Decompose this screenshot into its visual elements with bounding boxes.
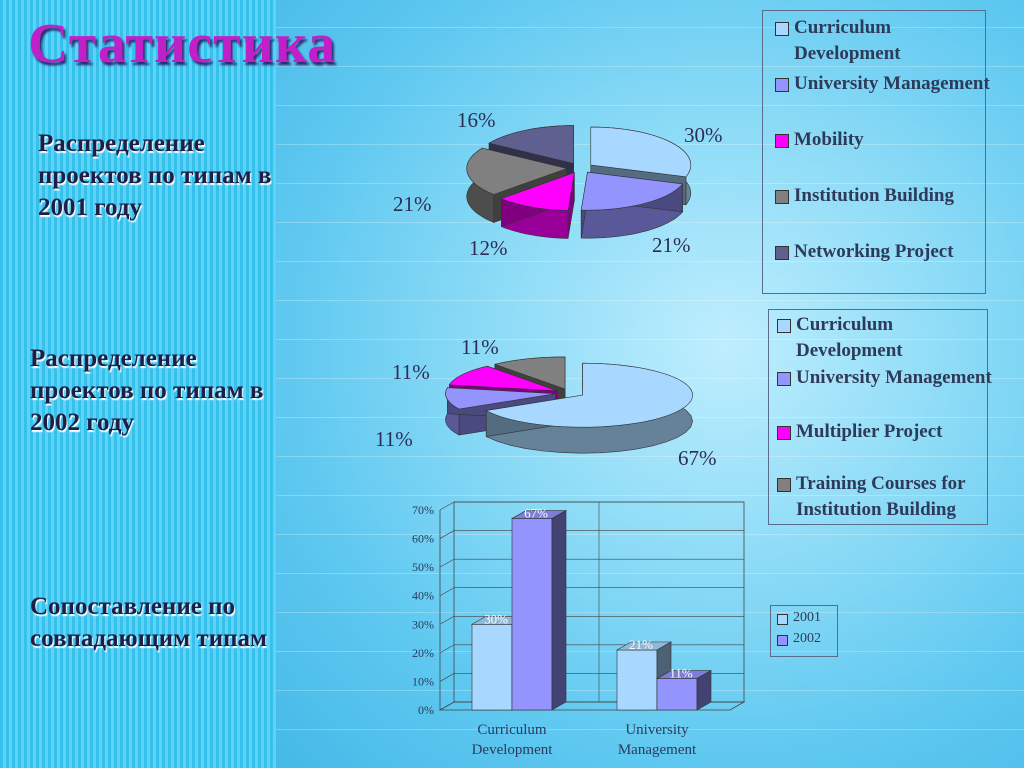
slide-title: Статистика bbox=[28, 13, 337, 75]
bar-value-label: 30% bbox=[484, 611, 508, 626]
y-tick-label: 20% bbox=[412, 646, 434, 660]
legend-swatch-networking bbox=[775, 246, 789, 260]
y-tick-label: 10% bbox=[412, 674, 434, 688]
legend-item-2002: 2002 bbox=[793, 631, 821, 646]
legend-swatch-curriculum bbox=[775, 22, 789, 36]
legend-item-institution: Institution Building bbox=[794, 185, 954, 206]
gridline-side bbox=[439, 644, 455, 654]
pie-slice-curriculum-development bbox=[590, 126, 692, 178]
y-tick-label: 40% bbox=[412, 589, 434, 603]
legend-item-management: University Management bbox=[796, 367, 992, 388]
legend-item-2001: 2001 bbox=[793, 610, 821, 625]
striped-background-panel bbox=[0, 0, 280, 768]
legend-2001: Curriculum Development University Manage… bbox=[762, 10, 990, 294]
legend-item-curriculum: Curriculum Development bbox=[796, 314, 903, 361]
bar-value-label: 67% bbox=[524, 506, 548, 521]
gridline-side bbox=[439, 587, 455, 596]
legend-swatch-management bbox=[775, 78, 789, 92]
gridline-side bbox=[439, 673, 455, 682]
legend-item-networking: Networking Project bbox=[794, 241, 954, 262]
y-tick-label: 60% bbox=[412, 532, 434, 546]
y-tick-label: 70% bbox=[412, 503, 434, 517]
legend-swatch-institution bbox=[775, 190, 789, 204]
bar-2002-university-management bbox=[656, 678, 698, 711]
bar-value-label: 11% bbox=[669, 666, 693, 681]
y-tick-label: 30% bbox=[412, 617, 434, 631]
x-category-label: Curriculum bbox=[477, 722, 546, 738]
pie-slice-mobility bbox=[500, 172, 575, 211]
pie-slice-institution-building bbox=[466, 147, 568, 195]
x-category-label: Development bbox=[472, 742, 554, 758]
legend-item-training: Training Courses for Institution Buildin… bbox=[796, 473, 966, 520]
pie-2002-label-multiplier: 11% bbox=[392, 360, 430, 384]
pie-2001-label-networking: 16% bbox=[457, 108, 496, 132]
y-tick-label: 50% bbox=[412, 560, 434, 574]
pie-2001-label-curriculum: 30% bbox=[684, 123, 723, 147]
pie-slice-university-management bbox=[445, 387, 556, 410]
pie-slice-multiplier-project bbox=[448, 365, 558, 392]
legend-swatch-multiplier bbox=[777, 426, 791, 440]
gridline-side bbox=[439, 616, 455, 625]
legend-swatch-mobility bbox=[775, 134, 789, 148]
legend-2002: Curriculum Development University Manage… bbox=[768, 309, 992, 525]
legend-item-curriculum: Curriculum Development bbox=[794, 17, 901, 64]
legend-swatch-2002 bbox=[777, 635, 788, 646]
pie-2002-label-training: 11% bbox=[461, 335, 499, 359]
legend-swatch-training bbox=[777, 478, 791, 492]
pie-slice-training-courses-for-institution-building bbox=[493, 356, 566, 390]
gridline-side bbox=[439, 558, 455, 568]
x-category-label: University bbox=[625, 722, 689, 738]
pie-2002-label-management: 11% bbox=[375, 427, 413, 451]
legend-bar: 2001 2002 bbox=[770, 605, 838, 657]
legend-swatch-2001 bbox=[777, 614, 788, 625]
pie-2001-label-management: 21% bbox=[652, 233, 691, 257]
pie-2001-label-mobility: 12% bbox=[469, 236, 508, 260]
section-label-2002: Распределение проектов по типам в 2002 г… bbox=[30, 345, 264, 436]
pie-slice-university-management bbox=[580, 171, 684, 211]
bar-value-label: 21% bbox=[629, 637, 653, 652]
bar-chart-comparison: 0% 10% 20% 30% 40% 50% 60% 70% 30% 67% Curriculum D… bbox=[412, 501, 746, 758]
legend-swatch-curriculum bbox=[777, 319, 791, 333]
legend-item-mobility: Mobility bbox=[794, 129, 864, 150]
bar-2002-curriculum-development bbox=[511, 518, 553, 711]
pie-slice-networking-project bbox=[488, 125, 574, 164]
gridline-side bbox=[439, 501, 455, 511]
x-category-label: Management bbox=[618, 742, 697, 758]
pie-slice-curriculum-development bbox=[485, 362, 693, 428]
y-tick-label: 0% bbox=[418, 703, 434, 717]
pie-chart-2002 bbox=[445, 356, 693, 454]
legend-swatch-management bbox=[777, 372, 791, 386]
legend-item-management: University Management bbox=[794, 73, 990, 94]
section-label-2001: Распределение проектов по типам в 2001 г… bbox=[38, 130, 272, 221]
gridline-side bbox=[439, 530, 455, 539]
legend-item-multiplier: Multiplier Project bbox=[796, 421, 943, 442]
section-label-comparison: Сопоставление по совпадающим типам bbox=[30, 593, 268, 652]
pie-2001-label-institution: 21% bbox=[393, 192, 432, 216]
bar-2001-curriculum-development bbox=[471, 623, 513, 711]
pie-2002-label-curriculum: 67% bbox=[678, 446, 717, 470]
bar-side-2002-curriculum-development bbox=[551, 510, 567, 711]
pie-chart-2001 bbox=[466, 125, 692, 239]
bar-2001-university-management bbox=[616, 649, 658, 711]
bar-side-2002-university-management bbox=[696, 670, 712, 711]
